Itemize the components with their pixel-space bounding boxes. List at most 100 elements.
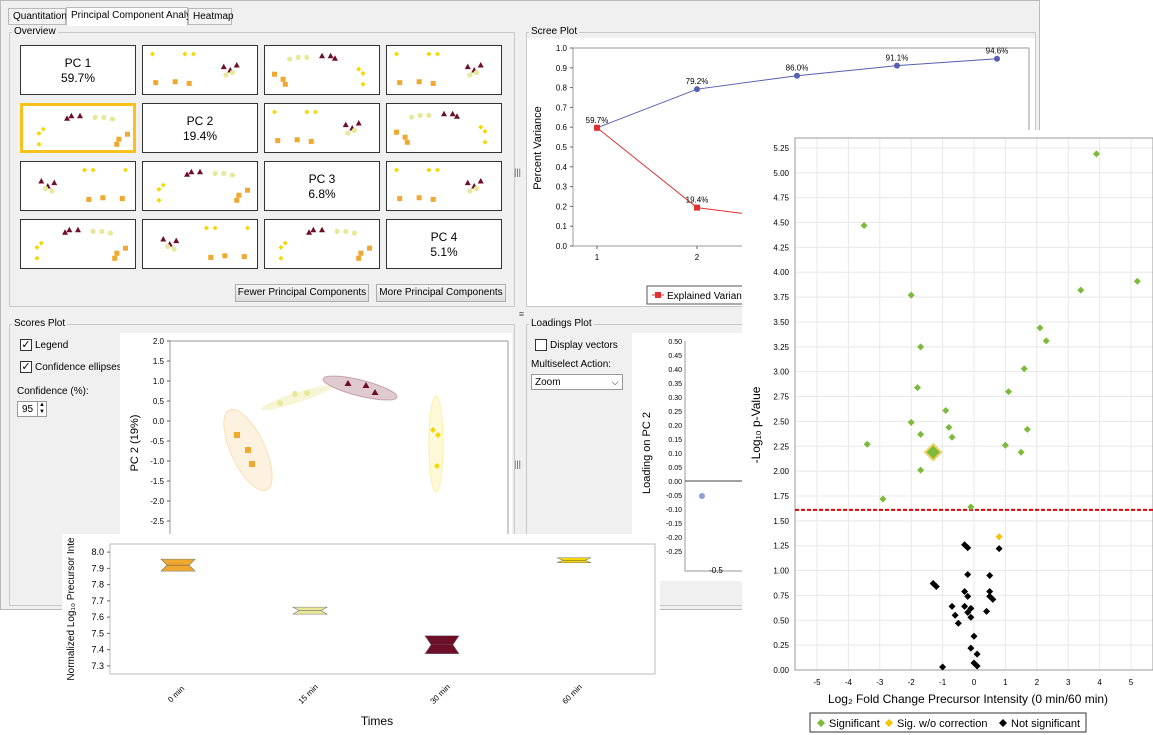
volcano-point[interactable] — [964, 571, 972, 579]
pc-pair-thumbnail[interactable] — [386, 103, 502, 153]
volcano-point[interactable] — [860, 222, 868, 230]
score-point-30min[interactable] — [344, 380, 352, 386]
volcano-point[interactable] — [973, 650, 981, 658]
volcano-point[interactable] — [917, 343, 925, 351]
volcano-point[interactable] — [970, 632, 978, 640]
volcano-point[interactable] — [967, 644, 975, 652]
volcano-point[interactable] — [917, 466, 925, 474]
pc-label-cell[interactable]: PC 3 6.8% — [264, 161, 380, 211]
score-point-30min[interactable] — [371, 389, 379, 395]
volcano-point[interactable] — [967, 613, 975, 621]
score-point-15min[interactable] — [277, 400, 283, 406]
volcano-point[interactable] — [917, 430, 925, 438]
volcano-point[interactable] — [1092, 150, 1100, 158]
volcano-point[interactable] — [1023, 425, 1031, 433]
volcano-point[interactable] — [948, 602, 956, 610]
volcano-point[interactable] — [1042, 337, 1050, 345]
pc-label-cell[interactable]: PC 4 5.1% — [386, 219, 502, 269]
pc-pair-thumbnail[interactable] — [142, 219, 258, 269]
volcano-point[interactable] — [995, 533, 1003, 541]
fewer-components-button[interactable]: Fewer Principal Components — [235, 284, 369, 302]
volcano-point[interactable] — [973, 662, 981, 670]
volcano-point[interactable] — [939, 663, 947, 671]
spinner-arrows-icon[interactable]: ▲ ▼ — [37, 402, 46, 416]
volcano-point[interactable] — [879, 495, 887, 503]
multiselect-dropdown[interactable]: Zoom ⌵ — [531, 374, 623, 390]
pc-pair-thumbnail[interactable] — [20, 161, 136, 211]
pc-pair-thumbnail[interactable] — [20, 219, 136, 269]
score-point-15min[interactable] — [292, 391, 298, 397]
volcano-point[interactable] — [964, 592, 972, 600]
confidence-ellipses-checkbox[interactable]: ✓ — [20, 361, 32, 373]
more-components-button[interactable]: More Principal Components — [376, 284, 506, 302]
volcano-point[interactable] — [951, 611, 959, 619]
volcano-point[interactable] — [948, 433, 956, 441]
pc-pair-thumbnail[interactable] — [264, 103, 380, 153]
pc-pair-thumbnail[interactable] — [20, 103, 136, 153]
volcano-point[interactable] — [989, 595, 997, 603]
volcano-point[interactable] — [863, 440, 871, 448]
volcano-point[interactable] — [1005, 388, 1013, 396]
volcano-point[interactable] — [1077, 286, 1085, 294]
volcano-point[interactable] — [995, 545, 1003, 553]
volcano-point[interactable] — [913, 384, 921, 392]
score-point-60min[interactable] — [435, 432, 441, 438]
volcano-point[interactable] — [907, 291, 915, 299]
volcano-point[interactable] — [964, 544, 972, 552]
scree-point[interactable] — [794, 72, 800, 79]
display-vectors-checkbox[interactable] — [535, 339, 547, 351]
volcano-y-tick-label: 5.00 — [773, 169, 789, 178]
volcano-point[interactable] — [961, 602, 969, 610]
volcano-point[interactable] — [961, 587, 969, 595]
tab-quantitation[interactable]: Quantitation — [8, 8, 67, 25]
volcano-point[interactable] — [942, 406, 950, 414]
volcano-point[interactable] — [986, 587, 994, 595]
pc-pair-thumbnail[interactable] — [386, 45, 502, 95]
volcano-point[interactable] — [907, 418, 915, 426]
scree-point[interactable] — [694, 204, 700, 211]
scree-point[interactable] — [894, 62, 900, 69]
tab-pca[interactable]: Principal Component Analysis — [66, 7, 203, 26]
loading-point[interactable] — [699, 493, 705, 499]
pc-pair-thumbnail[interactable] — [264, 219, 380, 269]
pc-label-cell[interactable]: PC 1 59.7% — [20, 45, 136, 95]
score-point-30min[interactable] — [362, 382, 370, 388]
volcano-point-selected[interactable] — [923, 442, 943, 462]
scree-point[interactable] — [994, 55, 1000, 62]
pc-label-cell[interactable]: PC 2 19.4% — [142, 103, 258, 153]
vertical-splitter-handle[interactable]: ||| — [514, 167, 522, 177]
pc-pair-thumbnail[interactable] — [264, 45, 380, 95]
volcano-point[interactable] — [967, 503, 975, 511]
overview-panel — [9, 32, 515, 307]
volcano-point[interactable] — [964, 608, 972, 616]
volcano-point[interactable] — [945, 423, 953, 431]
volcano-point[interactable] — [1017, 448, 1025, 456]
horizontal-splitter-handle[interactable]: ≡ — [518, 309, 525, 319]
score-point-0min[interactable] — [249, 461, 255, 467]
volcano-point[interactable] — [961, 541, 969, 549]
volcano-point[interactable] — [1020, 365, 1028, 373]
volcano-point[interactable] — [983, 607, 991, 615]
scree-point[interactable] — [594, 124, 600, 131]
volcano-point[interactable] — [1036, 324, 1044, 332]
score-point-0min[interactable] — [245, 447, 251, 453]
volcano-point[interactable] — [932, 582, 940, 590]
legend-checkbox[interactable]: ✓ — [20, 339, 32, 351]
score-point-15min[interactable] — [304, 390, 310, 396]
score-point-60min[interactable] — [434, 463, 440, 469]
volcano-point[interactable] — [954, 619, 962, 627]
tab-heatmap[interactable]: Heatmap — [188, 8, 234, 25]
confidence-spinner[interactable]: 95 ▲ ▼ — [17, 401, 47, 417]
volcano-point[interactable] — [1001, 441, 1009, 449]
volcano-point[interactable] — [967, 604, 975, 612]
pc-pair-thumbnail[interactable] — [142, 45, 258, 95]
score-point-60min[interactable] — [430, 427, 436, 433]
vertical-splitter-handle[interactable]: ||| — [514, 459, 522, 469]
score-point-0min[interactable] — [234, 432, 240, 438]
pc-pair-thumbnail[interactable] — [142, 161, 258, 211]
volcano-point[interactable] — [986, 572, 994, 580]
volcano-point[interactable] — [1133, 277, 1141, 285]
scree-point[interactable] — [694, 86, 700, 93]
pc-pair-thumbnail[interactable] — [386, 161, 502, 211]
chevron-down-icon[interactable]: ⌵ — [611, 377, 619, 387]
